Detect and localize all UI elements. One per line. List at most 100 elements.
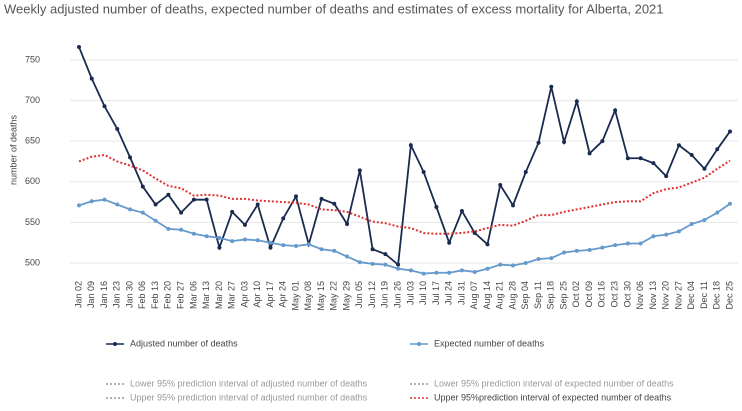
data-point	[702, 217, 707, 222]
data-point	[498, 183, 503, 188]
x-tick-label: Dec 25	[724, 281, 734, 310]
data-point	[140, 184, 145, 189]
x-tick-label: May 22	[329, 281, 339, 311]
data-point	[332, 201, 337, 206]
x-tick-label: Jan 30	[124, 281, 134, 308]
y-tick-label: 700	[25, 95, 40, 105]
data-point	[370, 261, 375, 266]
data-point	[421, 271, 426, 276]
x-tick-label: Apr 10	[252, 281, 262, 308]
x-tick-label: Jan 09	[86, 281, 96, 308]
x-tick-label: Jan 02	[73, 281, 83, 308]
data-point	[153, 202, 158, 207]
data-point	[613, 108, 618, 113]
x-tick-label: May 29	[341, 281, 351, 311]
data-point	[179, 210, 184, 215]
x-tick-label: Nov 27	[673, 281, 683, 310]
data-point	[128, 207, 133, 212]
data-point	[702, 166, 707, 171]
data-point	[294, 243, 298, 248]
y-tick-label: 600	[25, 176, 40, 186]
data-point	[102, 197, 107, 202]
y-tick-label: 650	[25, 136, 40, 146]
x-tick-label: Jul 10	[418, 281, 428, 305]
data-point	[472, 269, 477, 274]
data-point	[625, 241, 630, 246]
x-tick-label: Dec 04	[686, 281, 696, 310]
data-point	[383, 252, 388, 257]
data-point	[498, 262, 503, 267]
x-tick-label: Jan 23	[112, 281, 122, 308]
data-point	[140, 210, 145, 215]
data-point	[115, 202, 120, 207]
data-point	[613, 243, 618, 248]
data-point	[536, 140, 541, 145]
data-point	[396, 266, 401, 271]
data-point	[153, 218, 158, 223]
legend-marker	[113, 342, 117, 346]
x-tick-label: Mar 13	[201, 281, 211, 309]
data-point	[447, 240, 452, 245]
data-point	[664, 232, 669, 237]
data-point	[728, 129, 732, 134]
data-point	[89, 199, 94, 204]
data-point	[676, 143, 681, 148]
y-tick-label: 750	[25, 54, 40, 64]
data-point	[689, 222, 694, 227]
data-point	[255, 202, 260, 207]
data-point	[268, 245, 273, 250]
x-tick-label: Aug 28	[507, 281, 517, 310]
data-point	[294, 194, 298, 199]
data-point	[562, 250, 567, 255]
data-point	[574, 99, 579, 104]
data-point	[242, 222, 247, 227]
data-point	[574, 248, 579, 253]
x-tick-label: May 01	[290, 281, 300, 311]
data-point	[319, 247, 324, 252]
data-point	[523, 261, 528, 266]
data-point	[600, 139, 605, 144]
data-point	[421, 170, 426, 175]
x-tick-label: Jun 26	[392, 281, 402, 308]
data-point	[191, 231, 196, 236]
data-point	[715, 147, 720, 152]
data-point	[204, 197, 209, 202]
x-tick-label: Jun 05	[354, 281, 364, 308]
data-point	[166, 192, 171, 197]
data-point	[345, 254, 350, 259]
legend-marker	[417, 342, 421, 346]
series-line	[78, 198, 731, 275]
x-tick-label: Jun 19	[380, 281, 390, 308]
data-point	[89, 76, 94, 81]
x-tick-label: Apr 03	[239, 281, 249, 308]
y-tick-label: 550	[25, 217, 40, 227]
y-axis-label: number of deaths	[8, 114, 18, 185]
x-tick-label: Mar 20	[214, 281, 224, 309]
data-point	[204, 234, 209, 239]
x-tick-label: Nov 06	[635, 281, 645, 310]
data-point	[434, 204, 439, 209]
data-point	[511, 203, 515, 208]
data-point	[587, 248, 592, 253]
x-tick-label: Jun 12	[367, 281, 377, 308]
data-point	[242, 237, 247, 242]
data-point	[217, 245, 222, 250]
data-point	[549, 256, 554, 261]
data-point	[396, 262, 401, 267]
x-tick-label: Sep 18	[546, 281, 556, 310]
x-tick-label: Oct 23	[609, 281, 619, 308]
data-point	[536, 256, 541, 261]
data-point	[523, 170, 528, 175]
data-point	[357, 168, 362, 173]
data-point	[728, 201, 732, 206]
x-tick-label: Jul 24	[444, 281, 454, 305]
legend-label: Adjusted number of deaths	[130, 338, 238, 348]
x-tick-label: Jul 03	[405, 281, 415, 305]
x-tick-label: Mar 27	[227, 281, 237, 309]
data-point	[638, 156, 643, 161]
legend-label: Upper 95% prediction interval of adjuste…	[130, 392, 368, 402]
data-point	[128, 155, 133, 160]
data-point	[676, 229, 681, 234]
data-point	[485, 266, 490, 271]
x-tick-label: May 15	[316, 281, 326, 311]
